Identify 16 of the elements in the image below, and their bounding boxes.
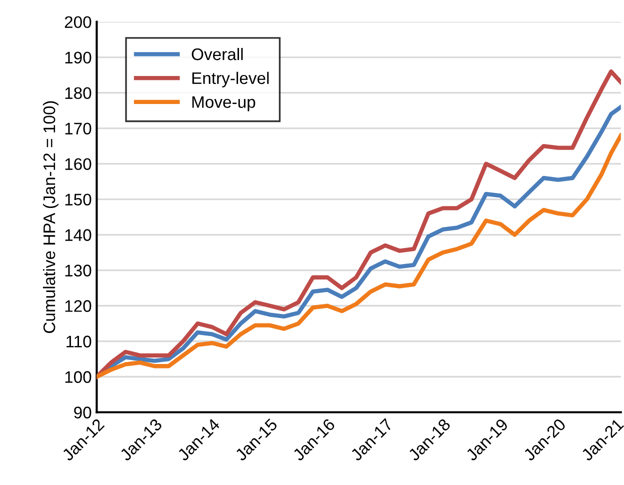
y-tick-label: 120: [65, 300, 92, 312]
y-tick-label: 150: [65, 194, 92, 206]
y-tick-label: 160: [65, 158, 92, 170]
y-tick-label: 200: [64, 16, 92, 28]
y-tick-label: 180: [65, 87, 92, 100]
y-tick-label: 130: [65, 264, 92, 276]
y-tick-label: 190: [65, 52, 92, 64]
y-tick-label: 90: [74, 406, 92, 418]
y-tick-label: 110: [66, 336, 92, 348]
y-tick-label: 170: [65, 122, 92, 135]
y-axis-title: Cumulative HPA (Jan-12 = 100): [42, 101, 58, 333]
y-tick-label: 100: [65, 371, 92, 383]
legend-label: Entry-level: [192, 72, 269, 88]
legend-label: Overall: [192, 48, 243, 60]
legend-label: Move-up: [192, 96, 256, 112]
y-tick-label: 140: [65, 229, 92, 241]
